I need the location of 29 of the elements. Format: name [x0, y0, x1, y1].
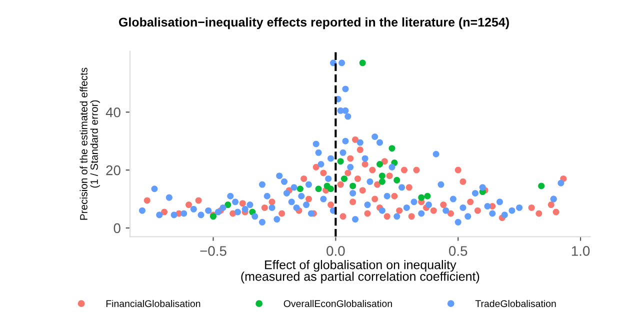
- point: [328, 186, 334, 192]
- point: [315, 186, 322, 192]
- point: [340, 175, 348, 182]
- x-tick-label: −0.5: [200, 246, 226, 256]
- legend-label: TradeGlobalisation: [475, 300, 556, 308]
- x-axis-title: Effect of globalisation on inequality (measured as partial correlation coefficient): [241, 260, 480, 284]
- point: [394, 176, 400, 184]
- point: [378, 178, 386, 185]
- point: [424, 192, 431, 200]
- x-tick-label: 0.5: [448, 246, 468, 256]
- point: [350, 182, 356, 190]
- x-tick-label: 1.0: [572, 246, 590, 256]
- point: [376, 161, 384, 168]
- y-tick-label: 20: [106, 165, 120, 176]
- legend-label: FinancialGlobalisation: [106, 300, 200, 308]
- point: [418, 194, 425, 201]
- point: [359, 60, 366, 66]
- point: [337, 158, 344, 165]
- point: [388, 145, 396, 152]
- legend-label: OverallEconGlobalisation: [284, 300, 392, 308]
- point: [224, 202, 232, 208]
- x-tick-label: 0.0: [326, 246, 345, 256]
- point: [538, 182, 545, 190]
- point: [296, 186, 304, 192]
- y-tick-label: 40: [106, 107, 120, 118]
- chart-title: Globalisation−inequality effects reported in the literature (n=1254): [118, 17, 509, 30]
- y-axis-title: Precision of the estimated effects (1 / Standard error): [80, 68, 100, 220]
- point: [378, 172, 386, 180]
- y-tick-label: 0: [114, 223, 120, 234]
